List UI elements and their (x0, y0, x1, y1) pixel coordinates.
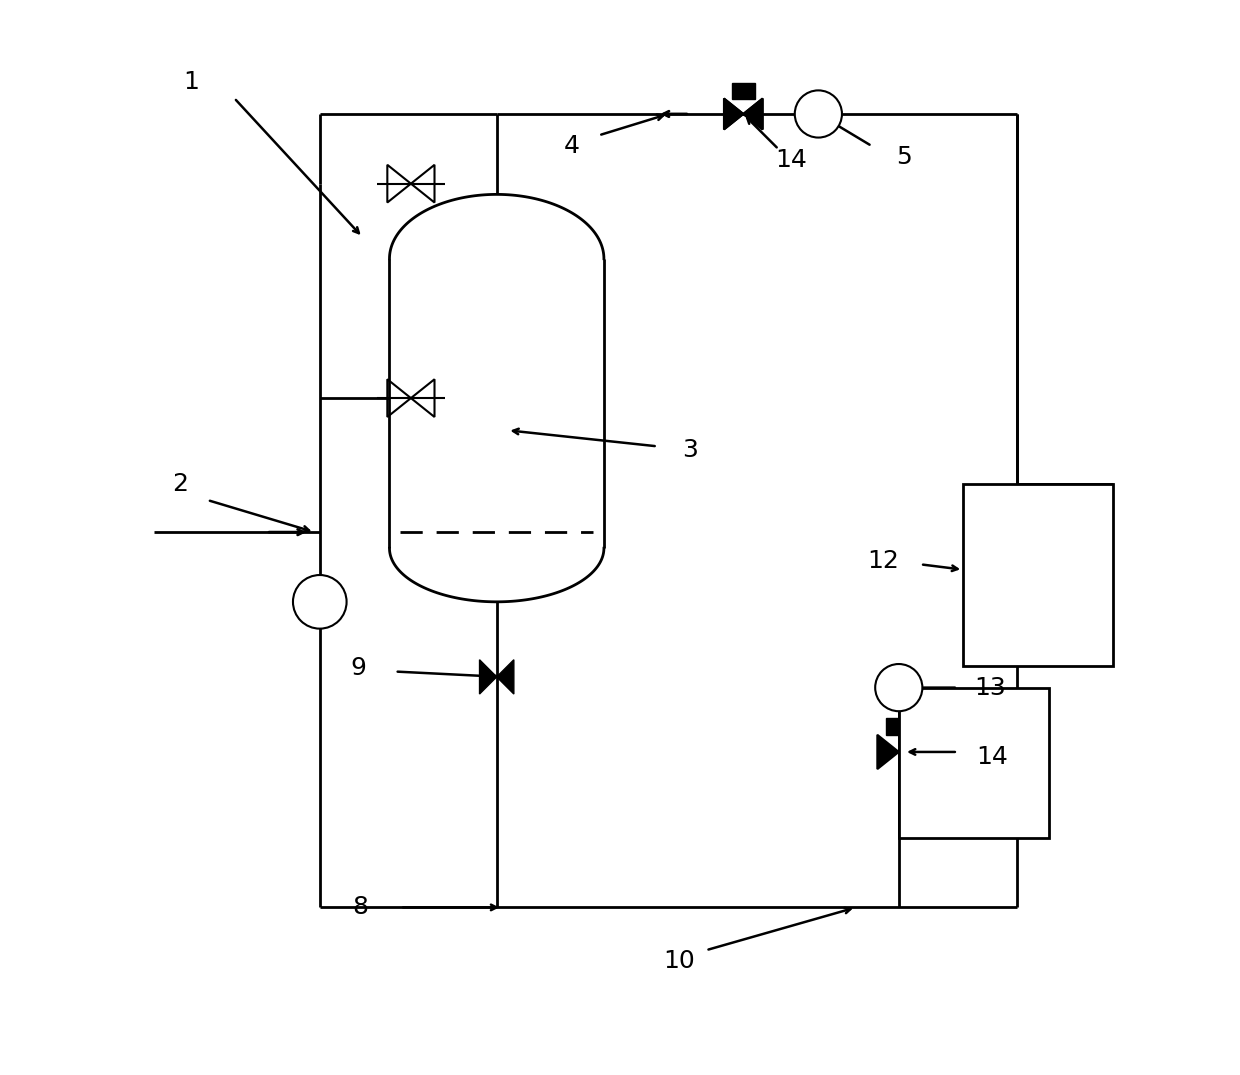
Text: 14: 14 (775, 148, 807, 172)
Polygon shape (743, 99, 763, 129)
Polygon shape (724, 99, 743, 129)
Text: 14: 14 (976, 745, 1008, 770)
Text: 9: 9 (351, 657, 366, 680)
Text: 1: 1 (184, 70, 200, 94)
Text: 10: 10 (663, 949, 694, 973)
Bar (899, 688, 1049, 837)
Polygon shape (878, 735, 899, 769)
Bar (963, 484, 1114, 666)
Text: 8: 8 (352, 895, 368, 919)
Text: 12: 12 (867, 549, 899, 573)
Polygon shape (387, 164, 410, 202)
Polygon shape (899, 735, 920, 769)
Text: FI: FI (813, 110, 822, 118)
Polygon shape (743, 99, 763, 129)
Text: 4: 4 (564, 134, 580, 158)
Text: u: u (316, 598, 322, 606)
Text: 2: 2 (172, 472, 188, 496)
Polygon shape (480, 660, 497, 694)
Text: 3: 3 (682, 438, 698, 461)
Text: 5: 5 (897, 145, 911, 169)
Polygon shape (410, 164, 434, 202)
Circle shape (293, 575, 347, 629)
Circle shape (875, 664, 923, 712)
Polygon shape (724, 99, 743, 129)
Text: FI: FI (894, 683, 903, 692)
Polygon shape (410, 379, 434, 417)
Bar (732, 83, 755, 99)
Polygon shape (497, 660, 513, 694)
Text: 13: 13 (975, 675, 1006, 700)
Polygon shape (387, 379, 410, 417)
Bar (885, 718, 911, 735)
Circle shape (795, 90, 842, 138)
